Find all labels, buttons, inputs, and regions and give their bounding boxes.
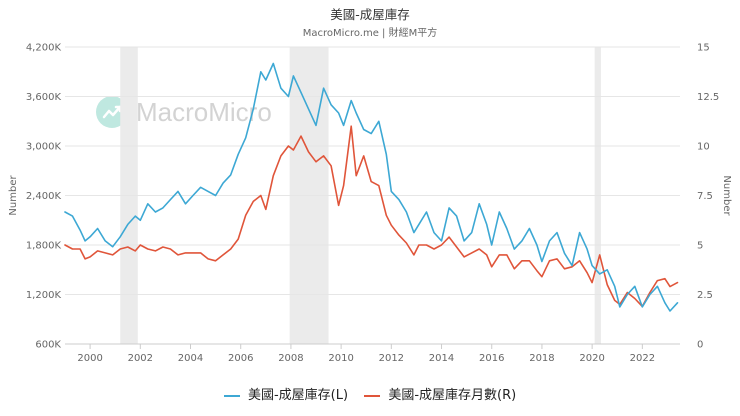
y-left-tick-label: 1,800K xyxy=(26,241,62,252)
y-right-tick-label: 5 xyxy=(697,241,703,252)
y-left-tick-label: 2,400K xyxy=(26,191,62,202)
x-tick-label: 2010 xyxy=(328,353,353,364)
legend-label: 美國-成屋庫存月數(R) xyxy=(388,388,517,403)
y-right-tick-label: 12.5 xyxy=(697,92,719,103)
x-tick-label: 2000 xyxy=(77,353,102,364)
legend-swatch xyxy=(364,394,381,397)
chart-title: 美國-成屋庫存 xyxy=(330,7,410,22)
y-right-tick-label: 15 xyxy=(697,43,710,54)
x-tick-label: 2020 xyxy=(579,353,604,364)
x-tick-label: 2022 xyxy=(630,353,655,364)
y-left-tick-label: 4,200K xyxy=(26,43,62,54)
legend-swatch xyxy=(223,394,240,397)
x-tick-label: 2002 xyxy=(128,353,153,364)
y-left-axis-title: Number xyxy=(8,175,19,216)
x-tick-label: 2014 xyxy=(429,353,454,364)
y-left-tick-label: 3,000K xyxy=(26,142,62,153)
legend-label: 美國-成屋庫存(L) xyxy=(247,388,349,403)
x-tick-label: 2004 xyxy=(178,353,203,364)
series-line-months-supply xyxy=(64,125,679,308)
y-left-tick-label: 600K xyxy=(35,340,61,351)
chart: 600K 1,200K 1,800K 2,400K 3,000K 3,600K 4,200K… xyxy=(8,43,732,365)
x-tick-label: 2016 xyxy=(479,353,504,364)
legend: 美國-成屋庫存(L) 美國-成屋庫存月數(R) xyxy=(0,384,740,403)
y-right-tick-label: 2.5 xyxy=(697,290,713,301)
y-left-tick-label: 3,600K xyxy=(26,92,62,103)
legend-item-months-supply[interactable]: 美國-成屋庫存月數(R) xyxy=(364,384,516,403)
y-right-tick-label: 7.5 xyxy=(697,191,713,202)
x-tick-label: 2006 xyxy=(228,353,253,364)
x-tick-label: 2018 xyxy=(529,353,554,364)
y-left-tick-label: 1,200K xyxy=(26,290,62,301)
legend-item-inventory[interactable]: 美國-成屋庫存(L) xyxy=(223,384,349,403)
series-line-inventory xyxy=(64,62,679,312)
y-right-tick-label: 0 xyxy=(697,340,703,351)
chart-subtitle: MacroMicro.me | 財經M平方 xyxy=(302,28,438,39)
y-right-tick-label: 10 xyxy=(697,142,710,153)
x-tick-label: 2008 xyxy=(278,353,303,364)
y-right-axis-title: Number xyxy=(721,175,732,216)
x-tick-label: 2012 xyxy=(379,353,404,364)
